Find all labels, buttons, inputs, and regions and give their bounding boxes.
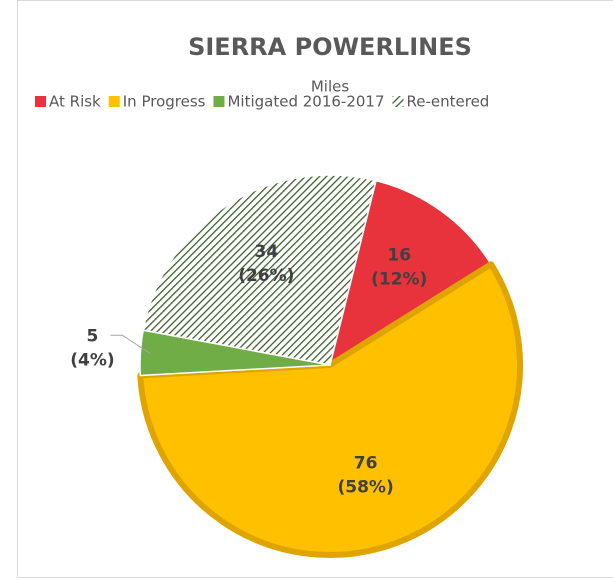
percent-label: (4%) <box>70 350 114 370</box>
legend-swatch <box>213 96 225 107</box>
percent-label: (26%) <box>238 266 294 286</box>
chart-subtitle: Miles <box>311 78 350 96</box>
legend-label: At Risk <box>49 93 101 111</box>
legend-label: Re-entered <box>407 93 490 111</box>
legend-swatch <box>35 96 46 107</box>
chart-title: SIERRA POWERLINES <box>188 33 472 61</box>
percent-label: (58%) <box>338 477 394 497</box>
pie-slice <box>137 261 523 558</box>
pie-slice <box>142 174 377 366</box>
legend-swatch <box>108 96 120 107</box>
data-label: 34 <box>254 242 278 262</box>
data-label: 16 <box>387 246 411 266</box>
legend-label: In Progress <box>123 93 206 111</box>
pie-slice <box>329 179 492 366</box>
percent-label: (12%) <box>371 270 427 290</box>
data-label: 5 <box>87 326 99 346</box>
legend-label: Mitigated 2016-2017 <box>227 93 384 111</box>
data-label: 76 <box>354 453 378 473</box>
legend-swatch <box>392 96 404 107</box>
leader-line <box>110 334 151 354</box>
